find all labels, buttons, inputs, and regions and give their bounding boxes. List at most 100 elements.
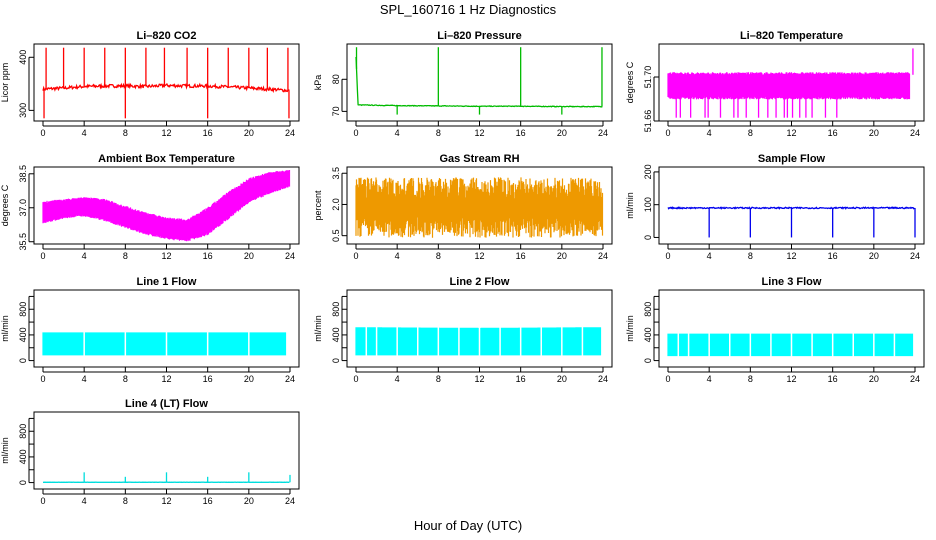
x-tick-label: 24: [285, 128, 295, 138]
x-tick-label: 24: [285, 374, 295, 384]
x-tick-label: 16: [828, 374, 838, 384]
chart-panel: Li–820 CO2 Licor ppm 0 4 8 12 16 20 24 300 400: [0, 30, 300, 138]
x-tick-label: 4: [707, 374, 712, 384]
x-axis-caption: Hour of Day (UTC): [413, 518, 523, 533]
x-tick-label: 20: [244, 128, 254, 138]
x-tick-label: 12: [474, 128, 484, 138]
series-data: [355, 177, 604, 238]
series-line: [667, 206, 915, 210]
y-tick-label: 0.5: [331, 229, 341, 242]
series-band: [42, 170, 291, 242]
x-tick-label: 0: [353, 128, 358, 138]
y-axis-label: ml/min: [0, 437, 10, 464]
y-tick-label: 70: [331, 106, 341, 116]
x-tick-label: 24: [910, 128, 920, 138]
y-tick-label: 0: [643, 235, 653, 240]
x-tick-label: 20: [869, 128, 879, 138]
chart-panel: Ambient Box Temperature degrees C 0 4 8 12 16 2…: [0, 153, 300, 261]
x-tick-label: 0: [353, 251, 358, 261]
y-tick-label: 0: [331, 358, 341, 363]
x-tick-label: 12: [474, 374, 484, 384]
y-axis-label: ml/min: [625, 192, 635, 219]
y-axis-label: ml/min: [313, 315, 323, 342]
x-tick-label: 12: [786, 251, 796, 261]
y-tick-label: 80: [331, 74, 341, 84]
y-tick-label: 800: [643, 302, 653, 317]
x-tick-label: 4: [395, 251, 400, 261]
chart-panel: Sample Flow ml/min 0 4 8 12 16 20 24 0 100 200: [625, 153, 925, 261]
x-tick-label: 24: [285, 496, 295, 506]
series-band: [667, 72, 911, 100]
y-tick-label: 800: [18, 424, 28, 439]
x-tick-label: 8: [123, 496, 128, 506]
x-tick-label: 8: [123, 128, 128, 138]
series-data: [667, 206, 916, 238]
x-tick-label: 12: [786, 374, 796, 384]
y-tick-label: 3.5: [331, 167, 341, 180]
y-tick-label: 0: [18, 480, 28, 485]
y-tick-label: 400: [18, 50, 28, 65]
series-band: [355, 177, 604, 238]
chart-panel: Line 3 Flow ml/min 0 4 8 12 16 20 24 0 400 800: [625, 276, 925, 384]
x-tick-label: 0: [665, 251, 670, 261]
y-tick-label: 35.5: [18, 233, 28, 251]
chart-title: Li–820 Temperature: [740, 30, 843, 42]
y-tick-label: 400: [331, 327, 341, 342]
chart-title: Line 4 (LT) Flow: [125, 398, 208, 410]
x-tick-label: 20: [557, 251, 567, 261]
chart-panel: Gas Stream RH percent 0 4 8 12 16 20 24 0.5 2.0 3.5: [313, 153, 613, 261]
chart-title: Ambient Box Temperature: [98, 153, 235, 165]
x-tick-label: 24: [910, 374, 920, 384]
x-tick-label: 16: [828, 251, 838, 261]
series-data: [667, 48, 914, 118]
series-data: [42, 47, 290, 119]
x-tick-label: 24: [598, 251, 608, 261]
series-data: [667, 330, 914, 358]
y-tick-label: 100: [643, 197, 653, 212]
y-axis-label: kPa: [313, 75, 323, 91]
y-tick-label: 51.70: [643, 66, 653, 89]
y-tick-label: 2.0: [331, 198, 341, 211]
x-tick-label: 12: [786, 128, 796, 138]
x-tick-label: 20: [557, 374, 567, 384]
x-tick-label: 8: [123, 251, 128, 261]
series-band: [355, 327, 602, 356]
y-axis-label: ml/min: [0, 315, 10, 342]
chart-panel: Li–820 Pressure kPa 0 4 8 12 16 20 24 70 80: [313, 30, 613, 138]
chart-panel: Line 4 (LT) Flow ml/min 0 4 8 12 16 20 24 0 400 800: [0, 398, 300, 506]
x-tick-label: 8: [748, 128, 753, 138]
page-title: SPL_160716 1 Hz Diagnostics: [379, 2, 557, 17]
y-axis-label: percent: [313, 190, 323, 221]
series-line: [355, 56, 603, 108]
series-band: [42, 332, 287, 356]
x-tick-label: 12: [161, 496, 171, 506]
chart-panel: Line 1 Flow ml/min 0 4 8 12 16 20 24 0 400 800: [0, 276, 300, 384]
x-tick-label: 0: [665, 374, 670, 384]
x-tick-label: 0: [40, 128, 45, 138]
chart-panel: Line 2 Flow ml/min 0 4 8 12 16 20 24 0 400 800: [313, 276, 613, 384]
x-tick-label: 0: [40, 496, 45, 506]
x-tick-label: 12: [161, 128, 171, 138]
y-tick-label: 0: [18, 358, 28, 363]
x-tick-label: 0: [40, 374, 45, 384]
x-tick-label: 0: [353, 374, 358, 384]
x-tick-label: 16: [203, 251, 213, 261]
y-tick-label: 400: [18, 327, 28, 342]
series-data: [42, 328, 287, 357]
chart-title: Li–820 CO2: [137, 30, 197, 42]
y-tick-label: 37.0: [18, 199, 28, 217]
x-tick-label: 4: [82, 374, 87, 384]
series-data: [43, 472, 291, 483]
plot-frame: [33, 43, 300, 122]
x-tick-label: 24: [598, 374, 608, 384]
chart-title: Gas Stream RH: [439, 153, 519, 165]
x-tick-label: 8: [748, 251, 753, 261]
chart-title: Sample Flow: [758, 153, 826, 165]
x-tick-label: 4: [395, 128, 400, 138]
x-tick-label: 4: [82, 128, 87, 138]
chart-panel: Li–820 Temperature degrees C 0 4 8 12 16 20 24 51…: [625, 30, 925, 138]
y-axis-label: degrees C: [625, 61, 635, 103]
series-data: [355, 323, 602, 357]
x-tick-label: 20: [869, 251, 879, 261]
chart-title: Li–820 Pressure: [437, 30, 521, 42]
